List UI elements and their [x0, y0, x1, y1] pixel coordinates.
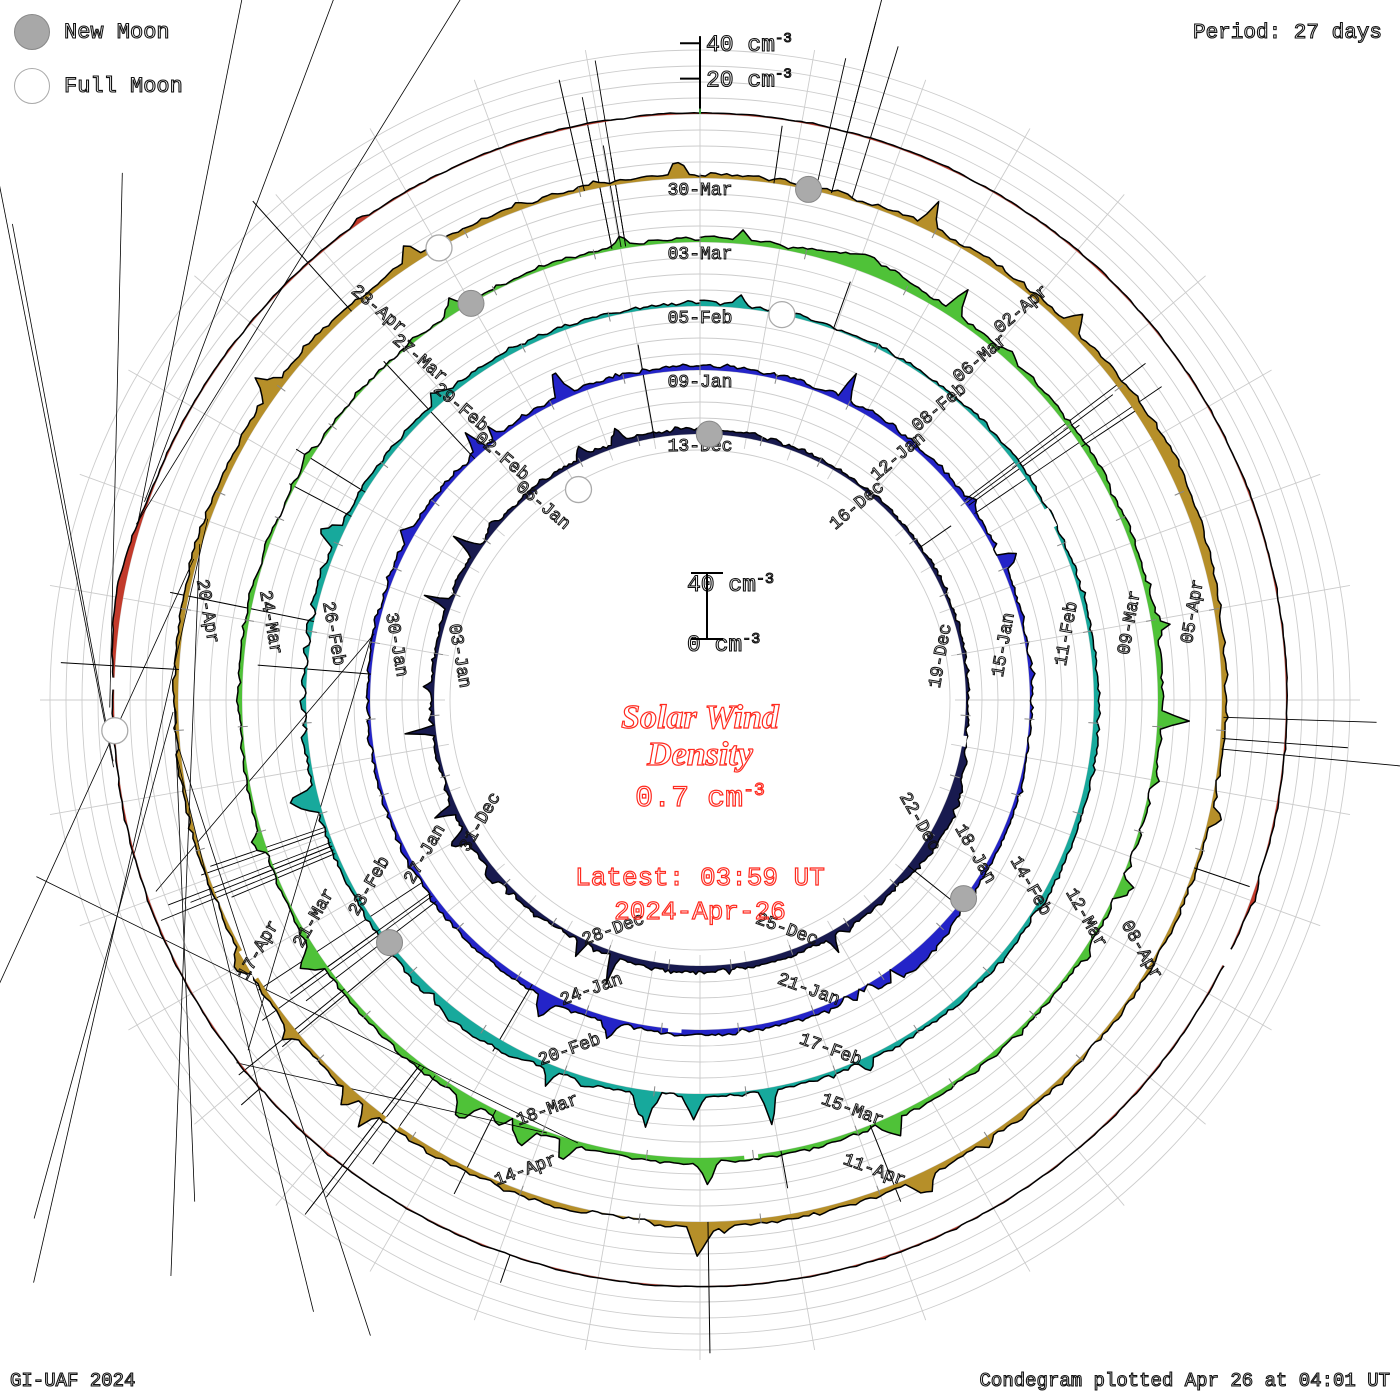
- svg-text:19-Dec: 19-Dec: [926, 622, 957, 689]
- svg-text:23-Apr: 23-Apr: [347, 282, 410, 339]
- svg-text:18-Mar: 18-Mar: [514, 1090, 582, 1131]
- svg-text:12-Jan: 12-Jan: [867, 429, 930, 486]
- svg-text:05-Apr: 05-Apr: [1178, 578, 1209, 645]
- svg-text:09-Mar: 09-Mar: [1115, 589, 1146, 656]
- svg-text:02-Feb: 02-Feb: [470, 429, 533, 486]
- svg-text:15-Mar: 15-Mar: [818, 1090, 886, 1131]
- svg-text:14-Apr: 14-Apr: [492, 1150, 560, 1191]
- svg-text:02-Apr: 02-Apr: [991, 282, 1054, 339]
- svg-text:30-Jan: 30-Jan: [380, 611, 411, 678]
- svg-text:05-Feb: 05-Feb: [668, 309, 733, 329]
- svg-text:27-Mar: 27-Mar: [388, 331, 451, 388]
- svg-text:30-Mar: 30-Mar: [668, 181, 733, 201]
- svg-text:24-Jan: 24-Jan: [558, 970, 626, 1011]
- svg-text:29-Feb: 29-Feb: [429, 380, 492, 437]
- svg-text:08-Feb: 08-Feb: [909, 380, 972, 437]
- svg-text:11-Apr: 11-Apr: [840, 1150, 908, 1191]
- svg-text:20 cm-3: 20 cm-3: [706, 67, 792, 94]
- svg-text:03-Mar: 03-Mar: [668, 245, 733, 265]
- svg-text:20-Feb: 20-Feb: [536, 1030, 604, 1071]
- svg-text:09-Jan: 09-Jan: [668, 373, 733, 393]
- svg-text:26-Feb: 26-Feb: [317, 600, 348, 667]
- svg-text:24-Mar: 24-Mar: [254, 589, 285, 656]
- svg-text:11-Feb: 11-Feb: [1052, 600, 1083, 667]
- svg-text:17-Feb: 17-Feb: [796, 1030, 864, 1071]
- svg-text:03-Jan: 03-Jan: [443, 622, 474, 689]
- svg-text:15-Jan: 15-Jan: [989, 611, 1020, 678]
- svg-text:40 cm-3: 40 cm-3: [706, 31, 792, 58]
- svg-text:21-Jan: 21-Jan: [775, 970, 843, 1011]
- svg-text:06-Mar: 06-Mar: [950, 331, 1013, 388]
